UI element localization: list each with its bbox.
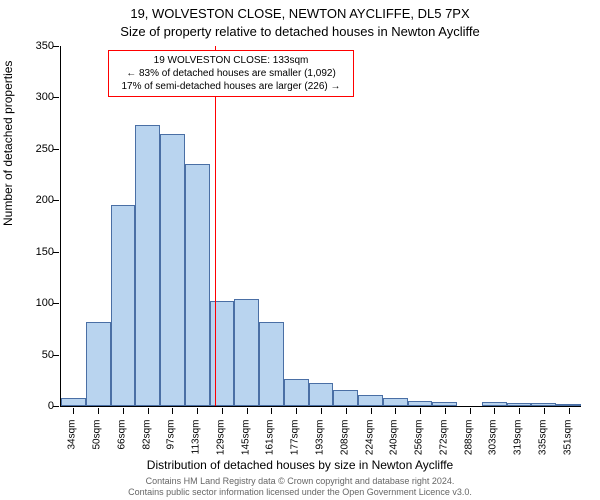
x-tick-label: 303sqm [488,420,499,470]
x-tick-label: 319sqm [513,420,524,470]
x-tick [445,408,446,414]
footer-line-2: Contains public sector information licen… [0,487,600,498]
x-tick-label: 129sqm [215,420,226,470]
histogram-bar [556,404,581,406]
x-tick [371,408,372,414]
x-tick-label: 177sqm [290,420,301,470]
x-tick [271,408,272,414]
x-tick [123,408,124,414]
x-tick-label: 34sqm [67,420,78,470]
x-tick [494,408,495,414]
y-tick-label: 100 [26,297,54,309]
annotation-line-2: ← 83% of detached houses are smaller (1,… [115,67,347,80]
x-tick-label: 161sqm [265,420,276,470]
x-tick-label: 66sqm [116,420,127,470]
histogram-bar [210,301,235,406]
x-tick-label: 272sqm [438,420,449,470]
y-axis-label: Number of detached properties [1,61,15,226]
annotation-box: 19 WOLVESTON CLOSE: 133sqm ← 83% of deta… [108,50,354,97]
y-tick-label: 150 [26,246,54,258]
title-main: 19, WOLVESTON CLOSE, NEWTON AYCLIFFE, DL… [0,6,600,21]
x-tick-label: 97sqm [166,420,177,470]
x-tick [98,408,99,414]
x-tick [544,408,545,414]
x-tick [172,408,173,414]
x-tick [222,408,223,414]
annotation-line-3: 17% of semi-detached houses are larger (… [115,80,347,93]
y-tick-label: 350 [26,40,54,52]
x-tick-label: 193sqm [315,420,326,470]
x-tick-label: 224sqm [364,420,375,470]
title-sub: Size of property relative to detached ho… [0,24,600,39]
x-tick [395,408,396,414]
x-tick [197,408,198,414]
histogram-bar [259,322,284,406]
x-tick [321,408,322,414]
histogram-bar [234,299,259,406]
x-tick [519,408,520,414]
x-tick [148,408,149,414]
plot-area [60,46,581,407]
x-tick-label: 351sqm [562,420,573,470]
annotation-line-1: 19 WOLVESTON CLOSE: 133sqm [115,54,347,67]
histogram-bar [432,402,457,406]
histogram-bar [309,383,334,406]
histogram-bar [284,379,309,406]
y-tick-label: 50 [26,349,54,361]
histogram-bar [531,403,556,406]
x-tick [346,408,347,414]
histogram-bar [482,402,507,406]
histogram-bar [160,134,185,406]
histogram-bar [135,125,160,406]
footer-line-1: Contains HM Land Registry data © Crown c… [0,476,600,487]
histogram-bar [61,398,86,406]
histogram-bar [333,390,358,406]
histogram-bar [111,205,136,406]
x-tick-label: 50sqm [92,420,103,470]
x-tick-label: 145sqm [240,420,251,470]
x-tick [73,408,74,414]
y-tick-label: 200 [26,194,54,206]
histogram-bar [383,398,408,406]
footer: Contains HM Land Registry data © Crown c… [0,476,600,498]
x-tick-label: 82sqm [141,420,152,470]
x-tick [470,408,471,414]
y-tick-label: 300 [26,91,54,103]
x-tick-label: 288sqm [463,420,474,470]
y-tick-label: 250 [26,143,54,155]
x-tick [247,408,248,414]
x-tick-label: 208sqm [339,420,350,470]
reference-line [215,46,216,406]
x-tick [569,408,570,414]
x-tick-label: 335sqm [537,420,548,470]
histogram-bar [507,403,532,406]
x-tick-label: 113sqm [191,420,202,470]
y-tick-label: 0 [26,400,54,412]
histogram-bar [408,401,433,406]
chart-container: 19, WOLVESTON CLOSE, NEWTON AYCLIFFE, DL… [0,0,600,500]
histogram-bar [358,395,383,406]
histogram-bar [185,164,210,406]
histogram-bar [86,322,111,406]
x-tick [296,408,297,414]
x-tick-label: 240sqm [389,420,400,470]
x-tick [420,408,421,414]
x-tick-label: 256sqm [414,420,425,470]
